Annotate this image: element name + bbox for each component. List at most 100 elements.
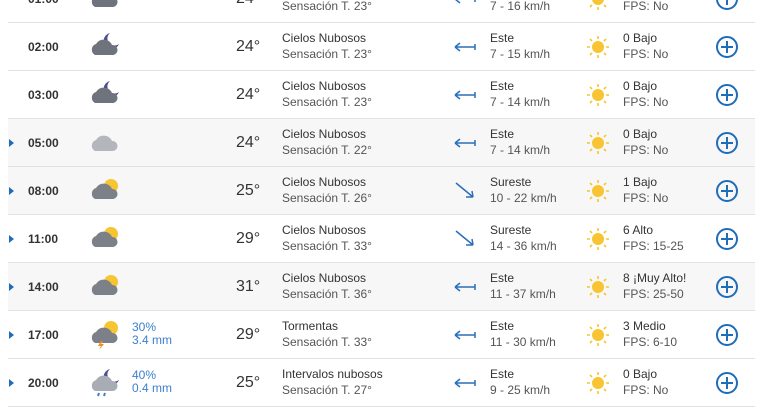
spf: FPS: No [623,47,669,61]
hour-row: 01:00 24° Sensación T. 23° 7 - 16 km/h FPS: … [8,0,755,23]
wind-speed: 7 - 15 km/h [490,47,551,61]
uv-index: 3 Medio [623,319,666,333]
wind-direction: Sureste [490,175,532,189]
wind-arrow [453,373,477,393]
weather-icon [86,127,122,157]
description: Tormentas [282,319,339,333]
uv-index: 0 Bajo [623,127,658,141]
feels-like: Sensación T. 23° [282,95,372,109]
temperature: 25° [236,374,261,391]
weather-icon [86,367,122,397]
uv-icon [586,275,610,299]
weather-icon [86,319,122,349]
spf: FPS: No [623,143,669,157]
uv-index: 0 Bajo [623,367,658,381]
expand-button[interactable] [715,371,739,395]
temperature: 31° [236,278,261,295]
feels-like: Sensación T. 36° [282,287,372,301]
wind-direction: Este [490,319,515,333]
temperature: 24° [236,86,261,103]
hour: 02:00 [28,40,59,54]
wind-speed: 10 - 22 km/h [490,191,557,205]
description: Intervalos nubosos [282,367,383,381]
expand-button[interactable] [715,0,739,11]
description: Cielos Nubosos [282,175,367,189]
weather-icon [86,175,122,205]
temperature: 25° [236,182,261,199]
uv-index: 8 ¡Muy Alto! [623,271,687,285]
hour-row: 11:00 29° Cielos Nubosos Sensación T. 33° Su… [8,215,755,263]
rain-amount: 0.4 mm [132,381,173,395]
wind-speed: 14 - 36 km/h [490,239,557,253]
rain-amount: 3.4 mm [132,333,173,347]
expand-arrow[interactable] [8,378,16,388]
expand-button[interactable] [715,131,739,155]
hour: 14:00 [28,280,59,294]
feels-like: Sensación T. 23° [282,47,372,61]
spf: FPS: No [623,383,669,397]
feels-like: Sensación T. 33° [282,239,372,253]
description: Cielos Nubosos [282,127,367,141]
spf: FPS: No [623,95,669,109]
expand-button[interactable] [715,35,739,59]
wind-direction: Este [490,79,515,93]
hour: 11:00 [28,232,59,246]
expand-arrow[interactable] [8,234,16,244]
wind-arrow [453,37,477,57]
hour-row: 20:00 40% 0.4 mm 25° Intervalos nubosos Sensa… [8,359,755,407]
weather-icon [86,0,122,13]
hour: 05:00 [28,136,59,150]
expand-arrow[interactable] [8,282,16,292]
wind-arrow [453,181,477,201]
wind-speed: 7 - 16 km/h [490,0,551,13]
hour-row: 14:00 31° Cielos Nubosos Sensación T. 36° Es… [8,263,755,311]
feels-like: Sensación T. 22° [282,143,372,157]
uv-icon [586,35,610,59]
expand-arrow[interactable] [8,186,16,196]
uv-index: 1 Bajo [623,175,658,189]
feels-like: Sensación T. 27° [282,383,372,397]
expand-button[interactable] [715,83,739,107]
expand-button[interactable] [715,179,739,203]
temperature: 24° [236,38,261,55]
wind-arrow [453,133,477,153]
description: Cielos Nubosos [282,271,367,285]
wind-arrow [453,85,477,105]
feels-like: Sensación T. 33° [282,335,372,349]
uv-icon [586,83,610,107]
feels-like: Sensación T. 23° [282,0,372,13]
hour-row: 17:00 30% 3.4 mm 29° Tormentas Sensación T. 3… [8,311,755,359]
expand-arrow[interactable] [8,138,16,148]
feels-like: Sensación T. 26° [282,191,372,205]
wind-speed: 9 - 25 km/h [490,383,551,397]
expand-button[interactable] [715,275,739,299]
wind-arrow [453,229,477,249]
spf: FPS: No [623,0,669,13]
spf: FPS: 25-50 [623,287,684,301]
expand-arrow[interactable] [8,330,16,340]
spf: FPS: 6-10 [623,335,678,349]
weather-icon [86,31,122,61]
description: Cielos Nubosos [282,223,367,237]
rain-probability: 40% [132,368,157,382]
uv-index: 6 Alto [623,223,654,237]
wind-speed: 7 - 14 km/h [490,143,551,157]
hour: 17:00 [28,328,59,342]
wind-direction: Sureste [490,223,532,237]
temperature: 29° [236,230,261,247]
spf: FPS: 15-25 [623,239,684,253]
uv-icon [586,0,610,11]
wind-direction: Este [490,271,515,285]
temperature: 29° [236,326,261,343]
expand-button[interactable] [715,227,739,251]
uv-index: 0 Bajo [623,79,658,93]
wind-speed: 11 - 37 km/h [490,287,556,301]
hour: 01:00 [28,0,59,6]
description: Cielos Nubosos [282,79,367,93]
uv-icon [586,179,610,203]
hour-row: 05:00 24° Cielos Nubosos Sensación T. 22° Es… [8,119,755,167]
weather-icon [86,223,122,253]
hour-row: 02:00 24° Cielos Nubosos Sensación T. 23° Es… [8,23,755,71]
expand-button[interactable] [715,323,739,347]
